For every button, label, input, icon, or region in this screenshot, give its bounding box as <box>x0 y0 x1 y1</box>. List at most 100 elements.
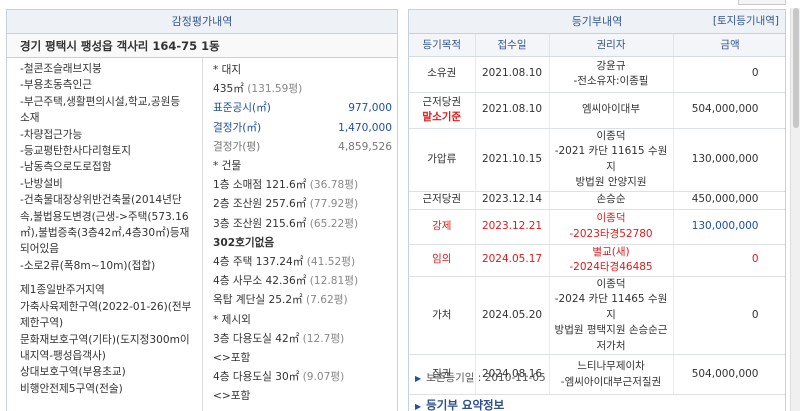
area-text: 3층 조산원 215.6㎡ <box>213 217 307 230</box>
feature-line: -부근주택,생활편의시설,학교,공원등 <box>20 95 181 108</box>
land-header: * 대지 <box>213 64 242 76</box>
feature-line: -등교평탄한사다리형토지 <box>20 145 132 158</box>
table-row: 가처 2024.05.20 이종덕 -2024 카단 11465 수원지 방법원 평택지… <box>409 276 785 355</box>
holder-line: -2024 카단 11465 수원지 <box>554 293 668 321</box>
purpose-text: 질권 <box>432 367 452 380</box>
table-row: 근저당권 2023.12.14 손승순 450,000,000 <box>409 191 785 210</box>
official-price-label: 표준공시(㎡) <box>213 102 271 115</box>
building-list: 1층 소매점 121.6㎡ (36.78평) 2층 조산원 257.6㎡ (77.… <box>213 176 392 234</box>
registry-header-row: 등기목적 접수일 권리자 금액 <box>409 34 785 57</box>
vertical-scrollbar[interactable] <box>790 8 800 411</box>
land-area-py: (131.59평) <box>247 83 303 96</box>
area-text: 2층 조산원 257.6㎡ <box>213 198 307 211</box>
table-row: 가압류 2021.10.15 이종덕 -2021 카단 11615 수원지 방법원 안양… <box>409 128 785 192</box>
purpose-cell: 근저당권 말소기준 <box>409 92 476 129</box>
purpose-text: 강제 <box>432 219 452 232</box>
registry-panel: 등기부내역 [토지등기내역] 등기목적 접수일 권리자 금액 소유권 2021.0… <box>408 9 786 411</box>
area-text: 4층 주택 137.24㎡ <box>213 256 304 269</box>
area-py: (7.62평) <box>306 294 348 307</box>
area-line: 3층 다용도실 42㎡ (12.7평) <box>213 330 392 349</box>
purpose-cell: 가처 <box>409 276 476 355</box>
appraisal-panel: 감정평가내역 경기 평택시 팽성읍 객사리 164-75 1동 -철콘조슬래브지… <box>6 9 398 411</box>
purpose-cell: 소유권 <box>409 56 476 93</box>
area-py: (12.81평) <box>309 275 359 288</box>
building-header: * 건물 <box>213 160 242 173</box>
holder-cell: 이종덕 -2024 카단 11465 수원지 방법원 평택지원 손승순근 저가처 <box>549 276 674 355</box>
date-cell: 2023.12.21 <box>475 209 550 245</box>
holder-cell: 이종덕 -2021 카단 11615 수원지 방법원 안양지원 <box>549 128 674 192</box>
area-text: 3층 다용도실 42㎡ <box>213 332 300 345</box>
preservation-text: 보존등기일 : 2010-11-05 <box>426 372 546 384</box>
amount-cell: 504,000,000 <box>673 354 785 395</box>
feature-line: -부용초동측인근 <box>20 79 93 92</box>
holder-line: 별교(새) <box>592 245 630 258</box>
holder-cell: 강윤규 -전소유자:이종필 <box>549 56 674 93</box>
holder-line: -엠씨아이대부근저질권 <box>560 375 662 388</box>
date-cell: 2021.08.10 <box>475 92 550 129</box>
preservation-date: ▶ 보존등기일 : 2010-11-05 <box>409 367 785 389</box>
amount-cell: 130,000,000 <box>673 209 785 245</box>
decided-price-label: 결정가(㎡) <box>213 121 262 134</box>
purpose-text: 근저당권 <box>422 95 462 108</box>
building-list-2: 4층 주택 137.24㎡ (41.52평) 4층 사무소 42.36㎡ (12.… <box>213 253 392 311</box>
purpose-cell: 근저당권 <box>409 191 476 210</box>
area-line: 4층 주택 137.24㎡ (41.52평) <box>213 253 392 272</box>
official-price-value: 977,000 <box>348 102 392 115</box>
date-cell: 2024.08.16 <box>475 354 550 395</box>
date-cell: 2024.05.20 <box>475 276 550 355</box>
holder-line: 방법원 안양지원 <box>575 176 647 188</box>
decided-price-value: 1,470,000 <box>338 121 392 134</box>
feature-line: -건축물대장상위반건축물(2014년단 <box>20 194 182 207</box>
holder-line: -2024타경46485 <box>569 261 653 273</box>
feature-line: -철콘조슬래브지붕 <box>20 63 102 75</box>
zoning-line: 비행안전제5구역(전술) <box>20 382 123 395</box>
feature-line: 되어있음 <box>20 243 59 256</box>
col-date: 접수일 <box>475 34 550 57</box>
registry-title: 등기부내역 <box>571 15 623 28</box>
decided-price-row: 결정가(㎡) 1,470,000 <box>213 119 392 138</box>
excluded-header: * 제시외 <box>213 313 251 326</box>
table-row: 강제 2023.12.21 이종덕 -2023타경52780 130,000,000 <box>409 209 785 245</box>
area-text: 1층 소매점 121.6㎡ <box>213 179 307 192</box>
top-tab[interactable] <box>738 0 786 5</box>
purpose-cell: 가압류 <box>409 128 476 192</box>
feature-line: -남동측으로도로접함 <box>20 161 112 174</box>
holder-line: 느티나무제이차 <box>577 360 645 372</box>
area-py: (9.07평) <box>302 371 345 384</box>
feature-line: -난방설비 <box>20 177 63 190</box>
amount-cell: 504,000,000 <box>673 92 785 129</box>
area-line: <>포함 <box>213 387 392 406</box>
date-cell: 2021.10.15 <box>475 128 550 192</box>
col-amount: 금액 <box>673 34 785 57</box>
holder-line: 엠씨아이대부 <box>582 103 640 116</box>
decided-price-py-label: 결정가(평) <box>213 140 261 153</box>
zoning-line: 내지역-팽성읍객사) <box>20 349 106 362</box>
purpose-text: 근저당권 <box>422 193 462 206</box>
area-text: 옥탑 계단실 25.2㎡ <box>213 294 303 307</box>
land-registry-link[interactable]: [토지등기내역] <box>712 15 779 27</box>
holder-line: 방법원 평택지원 손승순근 <box>554 324 668 336</box>
unit-302-note: 302호기없음 <box>213 236 275 249</box>
scrollbar-thumb[interactable] <box>793 8 799 128</box>
top-strip <box>0 0 800 8</box>
registry-table: 등기목적 접수일 권리자 금액 소유권 2021.08.10 강윤규 -전소유자:이종… <box>409 34 785 395</box>
area-line: 옥탑 계단실 25.2㎡ (7.62평) <box>213 291 392 310</box>
zoning-list: 제1종일반주거지역 가축사육제한구역(2022-01-26)(전부 제한구역) 문화재… <box>20 282 202 397</box>
excluded-list: 3층 다용도실 42㎡ (12.7평) <>포함 4층 다용도실 30㎡ (9.0… <box>213 330 392 407</box>
holder-line: 이종덕 <box>596 212 626 224</box>
holder-line: -전소유자:이종필 <box>573 75 649 87</box>
holder-line: 저가처 <box>596 339 626 352</box>
area-line: 3층 조산원 215.6㎡ (65.22평) <box>213 215 392 234</box>
purpose-cell: 질권 <box>409 354 476 395</box>
purpose-text: 가압류 <box>427 152 457 165</box>
feature-list: -철콘조슬래브지붕 -부용초동측인근 -부근주택,생활편의시설,학교,공원등 소재 -차… <box>20 61 202 274</box>
area-py: (65.22평) <box>309 217 359 230</box>
area-py: (77.92평) <box>309 198 359 211</box>
area-text: 4층 사무소 42.36㎡ <box>213 275 307 288</box>
decided-price-py-value: 4,859,526 <box>338 140 392 153</box>
table-row: 임의 2024.05.17 별교(새) -2024타경46485 0 <box>409 244 785 277</box>
purpose-text: 소유권 <box>427 67 457 80</box>
holder-line: 손승순 <box>596 193 626 206</box>
summary-title[interactable]: ▶ 등기부 요약정보 <box>409 397 785 411</box>
feature-line: ㎡),불법증축(3층42㎡,4층30㎡)등재 <box>20 227 190 240</box>
